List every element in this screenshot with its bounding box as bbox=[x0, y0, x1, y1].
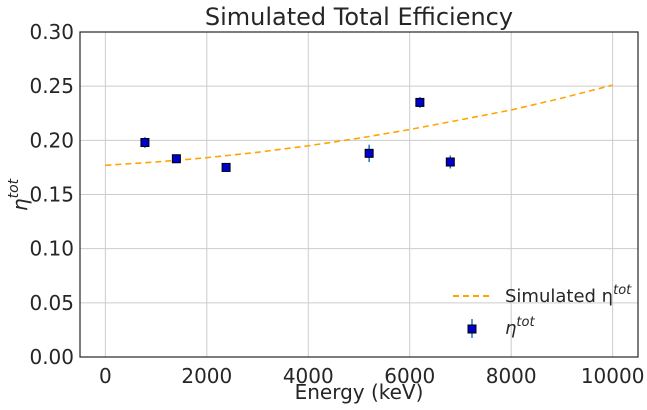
chart-title: Simulated Total Efficiency bbox=[205, 3, 513, 31]
x-tick-label: 10000 bbox=[581, 364, 645, 388]
legend-label-measured-base: η bbox=[505, 318, 516, 339]
grid-lines bbox=[80, 31, 638, 358]
data-point-marker bbox=[221, 162, 231, 172]
legend: Simulated ηtot ηtot bbox=[453, 283, 632, 339]
x-axis-label: Energy (keV) bbox=[295, 380, 424, 404]
plot-frame bbox=[79, 31, 639, 358]
x-tick-label: 6000 bbox=[384, 364, 435, 388]
x-tick-labels: 0 2000 4000 6000 8000 10000 bbox=[99, 364, 644, 388]
data-point-marker bbox=[415, 97, 425, 107]
data-point-marker bbox=[171, 154, 181, 164]
legend-marker-swatch bbox=[467, 324, 477, 334]
data-point-marker bbox=[140, 138, 150, 147]
y-tick-label: 0.20 bbox=[29, 128, 74, 152]
y-tick-label: 0.25 bbox=[29, 74, 74, 98]
legend-label-simulated: Simulated ηtot bbox=[505, 283, 632, 307]
data-point-marker bbox=[445, 157, 455, 167]
legend-label-simulated-sup: tot bbox=[613, 283, 632, 298]
y-axis-label-symbol: η bbox=[8, 198, 32, 211]
y-tick-labels: 0.00 0.05 0.10 0.15 0.20 0.25 0.30 bbox=[29, 20, 74, 369]
y-tick-label: 0.00 bbox=[29, 345, 74, 369]
y-tick-label: 0.30 bbox=[29, 20, 74, 44]
y-tick-label: 0.10 bbox=[29, 237, 74, 261]
x-tick-label: 8000 bbox=[486, 364, 537, 388]
legend-label-measured-sup: tot bbox=[516, 315, 535, 330]
y-tick-label: 0.05 bbox=[29, 291, 74, 315]
y-tick-label: 0.15 bbox=[29, 183, 74, 207]
x-tick-label: 4000 bbox=[283, 364, 334, 388]
data-point-marker bbox=[364, 148, 374, 158]
x-tick-label: 2000 bbox=[181, 364, 232, 388]
legend-label-measured: ηtot bbox=[505, 315, 535, 339]
y-axis-label-superscript: tot bbox=[6, 178, 22, 198]
simulated-efficiency-line bbox=[105, 84, 613, 167]
y-axis-label: ηtot bbox=[6, 178, 32, 211]
x-tick-label: 0 bbox=[99, 364, 112, 388]
plot-series bbox=[105, 84, 613, 172]
legend-label-simulated-base: Simulated η bbox=[505, 286, 613, 307]
